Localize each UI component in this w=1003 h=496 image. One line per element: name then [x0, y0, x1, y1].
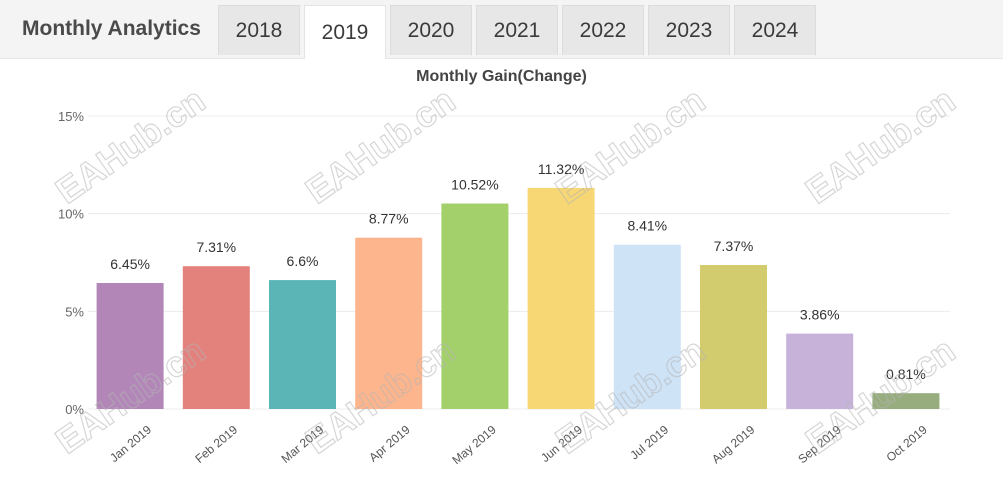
x-tick-label: Mar 2019	[279, 422, 327, 466]
tab-2021[interactable]: 2021	[476, 5, 558, 55]
tab-2019[interactable]: 2019	[304, 5, 386, 59]
x-tick-label: Oct 2019	[884, 422, 931, 464]
x-tick-label: Apr 2019	[366, 422, 413, 464]
bar	[872, 393, 940, 409]
x-tick-label: Jan 2019	[107, 422, 154, 465]
data-label: 10.52%	[451, 177, 498, 193]
x-tick-label: Feb 2019	[192, 422, 240, 466]
data-label: 0.81%	[886, 366, 926, 382]
data-label: 3.86%	[800, 307, 840, 323]
y-tick-label: 10%	[58, 207, 84, 222]
data-label: 6.6%	[287, 253, 319, 269]
tab-2018[interactable]: 2018	[218, 5, 300, 55]
data-label: 7.37%	[714, 238, 754, 254]
bar	[613, 244, 681, 409]
page-title: Monthly Analytics	[22, 17, 201, 40]
x-tick-label: Aug 2019	[709, 422, 758, 466]
data-label: 11.32%	[538, 161, 584, 177]
data-label: 6.45%	[110, 256, 150, 272]
bar	[96, 283, 164, 409]
x-tick-label: Sep 2019	[795, 422, 844, 466]
data-label: 8.41%	[627, 218, 667, 234]
bar	[700, 265, 767, 409]
bar	[441, 203, 509, 409]
x-tick-label: May 2019	[449, 422, 499, 467]
tab-2024[interactable]: 2024	[734, 5, 816, 55]
x-tick-label: Jul 2019	[627, 422, 671, 462]
y-tick-label: 0%	[65, 402, 84, 417]
bar	[182, 266, 250, 409]
data-label: 7.31%	[196, 239, 236, 255]
tab-2020[interactable]: 2020	[390, 5, 472, 55]
x-tick-label: Jun 2019	[538, 422, 585, 465]
analytics-header: Monthly Analytics 2018 2019 2020 2021 20…	[0, 0, 1003, 59]
year-tabs: 2018 2019 2020 2021 2022 2023 2024	[218, 5, 816, 59]
y-tick-label: 5%	[65, 304, 84, 319]
bar	[269, 280, 336, 409]
tab-2023[interactable]: 2023	[648, 5, 730, 55]
tab-2022[interactable]: 2022	[562, 5, 644, 55]
bar	[355, 237, 423, 409]
bar	[527, 187, 595, 409]
y-tick-label: 15%	[58, 109, 84, 124]
bar	[786, 333, 854, 409]
chart-title: Monthly Gain(Change)	[416, 68, 587, 85]
data-label: 8.77%	[369, 211, 409, 227]
